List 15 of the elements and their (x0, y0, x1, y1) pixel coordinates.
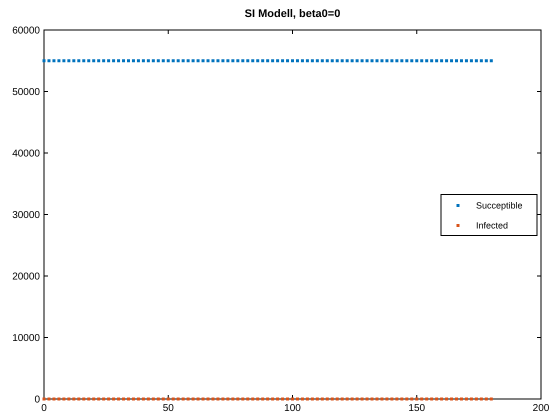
y-tick-label: 50000 (12, 87, 40, 98)
y-tick-label: 40000 (12, 148, 40, 160)
y-tick-label: 20000 (12, 272, 40, 282)
legend-label: Infected (476, 220, 508, 230)
legend-label: Succeptible (476, 200, 523, 210)
y-tick-label: 60000 (12, 26, 40, 36)
x-tick-label: 150 (408, 403, 426, 414)
y-tick-label: 0 (34, 394, 40, 406)
x-tick-label: 0 (41, 403, 48, 414)
x-tick-label: 50 (162, 403, 174, 414)
y-tick-label: 30000 (12, 210, 40, 221)
x-tick-label: 200 (532, 403, 550, 414)
y-tick-label: 10000 (12, 333, 40, 344)
chart-title: SI Modell, beta0=0 (244, 8, 340, 20)
x-tick-label: 100 (284, 403, 302, 414)
